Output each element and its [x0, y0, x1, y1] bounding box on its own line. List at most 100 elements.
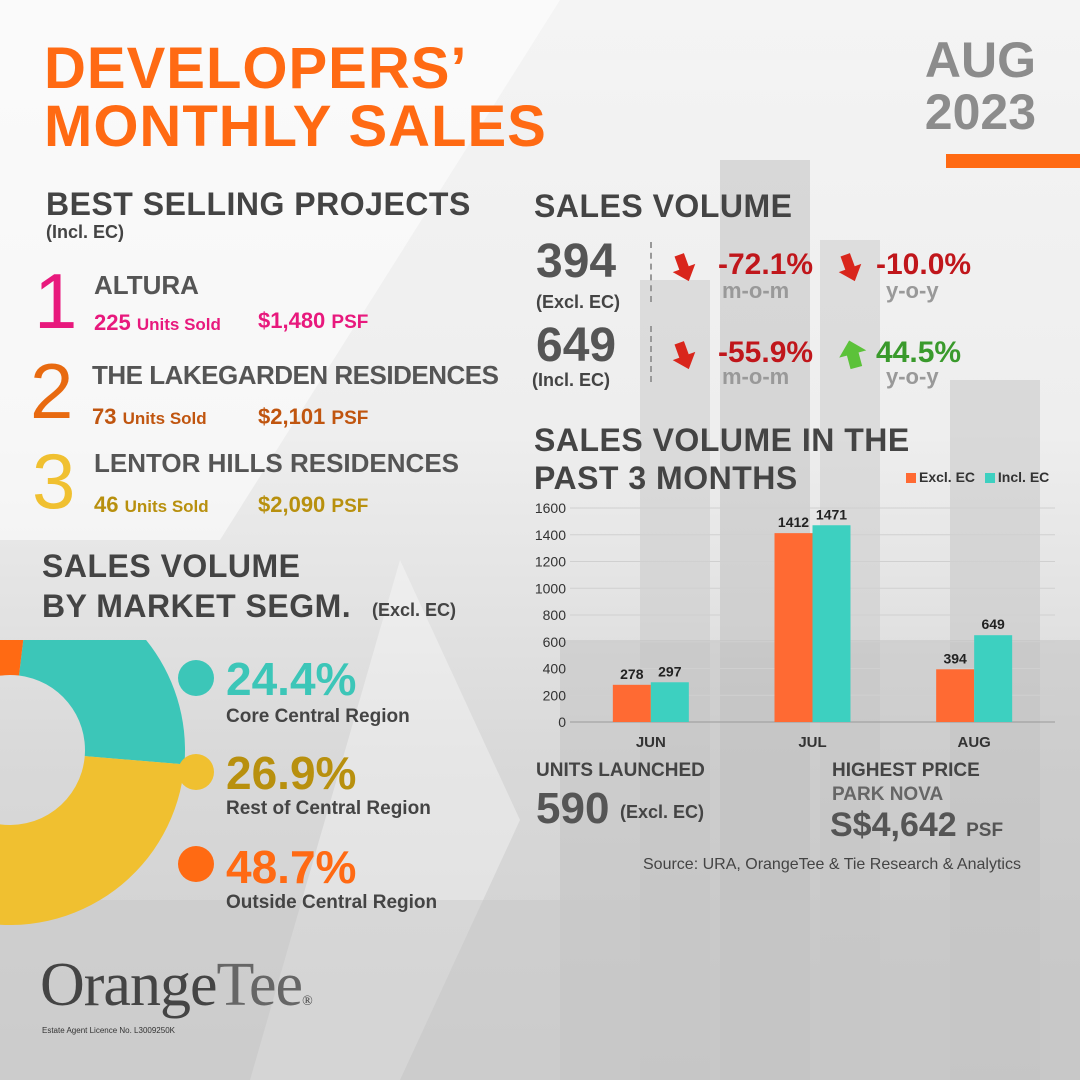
rank-2-price: $2,101 PSF: [258, 404, 368, 430]
highest-price-project: PARK NOVA: [832, 784, 944, 805]
sales-volume-incl-yoy-label: y-o-y: [886, 364, 939, 389]
y-tick-label: 200: [543, 687, 567, 703]
highest-price-heading: HIGHEST PRICE: [832, 760, 980, 781]
rank-3-price-value: $2,090: [258, 492, 326, 517]
segment-dot-ocr: [178, 846, 214, 882]
bar-value-label: 1471: [816, 506, 847, 522]
segment-pct-ocr: 48.7%: [226, 841, 357, 893]
sales-volume-incl-label: (Incl. EC): [532, 370, 611, 390]
page-title: DEVELOPERS’ MONTHLY SALES: [44, 40, 547, 156]
title-line-1: DEVELOPERS’: [44, 36, 468, 101]
y-tick-label: 1600: [535, 500, 566, 516]
best-selling-heading: BEST SELLING PROJECTS: [46, 186, 471, 222]
sales-volume-bar-chart: 0 200 400 600 800 1000 1200 1400 1600 278 297 JUN 14…: [535, 500, 1055, 751]
highest-price-value-group: S$4,642 PSF: [830, 806, 1003, 845]
donut-slice-ocr: [0, 640, 24, 676]
sales-volume-excl-yoy: -10.0%: [876, 248, 972, 281]
rank-3-units: 46 Units Sold: [94, 492, 209, 518]
bar-jun-excl: [612, 684, 651, 722]
mom-down-arrow-icon-1: [672, 253, 696, 282]
rank-3-units-label: Units Sold: [124, 497, 209, 516]
rank-1-name: ALTURA: [94, 270, 199, 300]
segment-pct-ccr: 24.4%: [226, 653, 357, 705]
highest-price-value: S$4,642: [830, 806, 957, 844]
rank-2-units-value: 73: [92, 404, 117, 429]
segment-heading-1: SALES VOLUME: [42, 548, 301, 584]
rank-2-price-label: PSF: [331, 408, 369, 429]
y-tick-label: 1000: [535, 580, 566, 596]
bar-value-label: 394: [943, 650, 967, 666]
highest-price-unit: PSF: [966, 820, 1004, 841]
x-tick-label: AUG: [957, 734, 990, 751]
y-tick-label: 800: [543, 607, 567, 623]
donut-slice-rcr: [0, 756, 185, 925]
rank-1-number: 1: [34, 257, 78, 345]
x-tick-label: JUN: [636, 734, 666, 751]
segment-label-ccr: Core Central Region: [226, 706, 410, 727]
logo-registered-mark: ®: [302, 994, 313, 1009]
units-launched-heading: UNITS LAUNCHED: [536, 760, 705, 781]
chart-title-line-1: SALES VOLUME IN THE: [534, 422, 910, 458]
legend-swatch-incl: [984, 473, 995, 484]
sales-volume-incl-mom-label: m-o-m: [722, 364, 790, 389]
rank-3-number: 3: [32, 437, 76, 525]
y-tick-label: 1200: [535, 554, 566, 570]
bar-jul-excl: [774, 533, 813, 722]
segment-dot-rcr: [178, 754, 214, 790]
rank-1-units-label: Units Sold: [136, 315, 221, 334]
chart-title-line-2: PAST 3 MONTHS: [534, 460, 798, 496]
logo-orange-text: Orange: [40, 951, 217, 1019]
sales-volume-incl-yoy: 44.5%: [876, 336, 962, 369]
divider-2: [650, 326, 652, 382]
rank-2-price-value: $2,101: [258, 404, 326, 429]
bar-value-label: 297: [658, 663, 682, 679]
segment-label-ocr: Outside Central Region: [226, 892, 438, 913]
segment-label-rcr: Rest of Central Region: [226, 798, 431, 819]
sales-volume-incl-value: 649: [536, 319, 617, 372]
best-selling-note: (Incl. EC): [46, 222, 125, 242]
segment-heading-2: BY MARKET SEGM.: [42, 588, 352, 624]
donut-slice-ccr: [18, 640, 185, 765]
legend-label-incl: Incl. EC: [997, 469, 1050, 485]
rank-1-price-label: PSF: [331, 312, 369, 333]
report-month: AUG: [924, 32, 1036, 88]
sales-volume-incl-mom: -55.9%: [718, 336, 814, 369]
segment-pct-rcr: 26.9%: [226, 747, 357, 799]
licence-note: Estate Agent Licence No. L3009250K: [42, 1026, 175, 1035]
rank-3-price-label: PSF: [331, 496, 369, 517]
sales-volume-excl-mom: -72.1%: [718, 248, 814, 281]
yoy-up-arrow-icon: [839, 340, 867, 370]
sales-volume-excl-mom-label: m-o-m: [722, 278, 790, 303]
x-tick-label: JUL: [798, 734, 826, 751]
rank-2-number: 2: [30, 347, 74, 435]
bar-jul-incl: [812, 525, 851, 722]
bar-jun-incl: [650, 682, 689, 722]
yoy-down-arrow-icon-1: [838, 253, 862, 282]
sales-volume-excl-label: (Excl. EC): [536, 292, 621, 312]
chart-legend: Excl. EC Incl. EC: [906, 469, 1049, 485]
y-tick-label: 400: [543, 661, 567, 677]
units-launched-note: (Excl. EC): [620, 802, 705, 822]
y-tick-label: 0: [558, 714, 566, 730]
rank-2-units-label: Units Sold: [122, 409, 207, 428]
y-tick-label: 1400: [535, 527, 566, 543]
bar-value-label: 278: [620, 666, 644, 682]
rank-3-units-value: 46: [94, 492, 119, 517]
rank-2-name: THE LAKEGARDEN RESIDENCES: [92, 360, 499, 390]
rank-3-price: $2,090 PSF: [258, 492, 368, 518]
mom-down-arrow-icon-2: [672, 341, 696, 370]
source-note: Source: URA, OrangeTee & Tie Research & …: [643, 856, 1021, 873]
sales-volume-excl-yoy-label: y-o-y: [886, 278, 939, 303]
bar-value-label: 1412: [778, 514, 809, 530]
rank-1-price-value: $1,480: [258, 308, 326, 333]
rank-2-units: 73 Units Sold: [92, 404, 207, 430]
rank-1-price: $1,480 PSF: [258, 308, 368, 334]
title-line-2: MONTHLY SALES: [44, 94, 547, 159]
bar-value-label: 649: [981, 616, 1005, 632]
legend-swatch-excl: [906, 473, 916, 484]
units-launched-value: 590: [536, 784, 610, 833]
y-tick-label: 600: [543, 634, 567, 650]
legend-label-excl: Excl. EC: [919, 469, 976, 485]
rank-1-units: 225 Units Sold: [94, 310, 221, 336]
